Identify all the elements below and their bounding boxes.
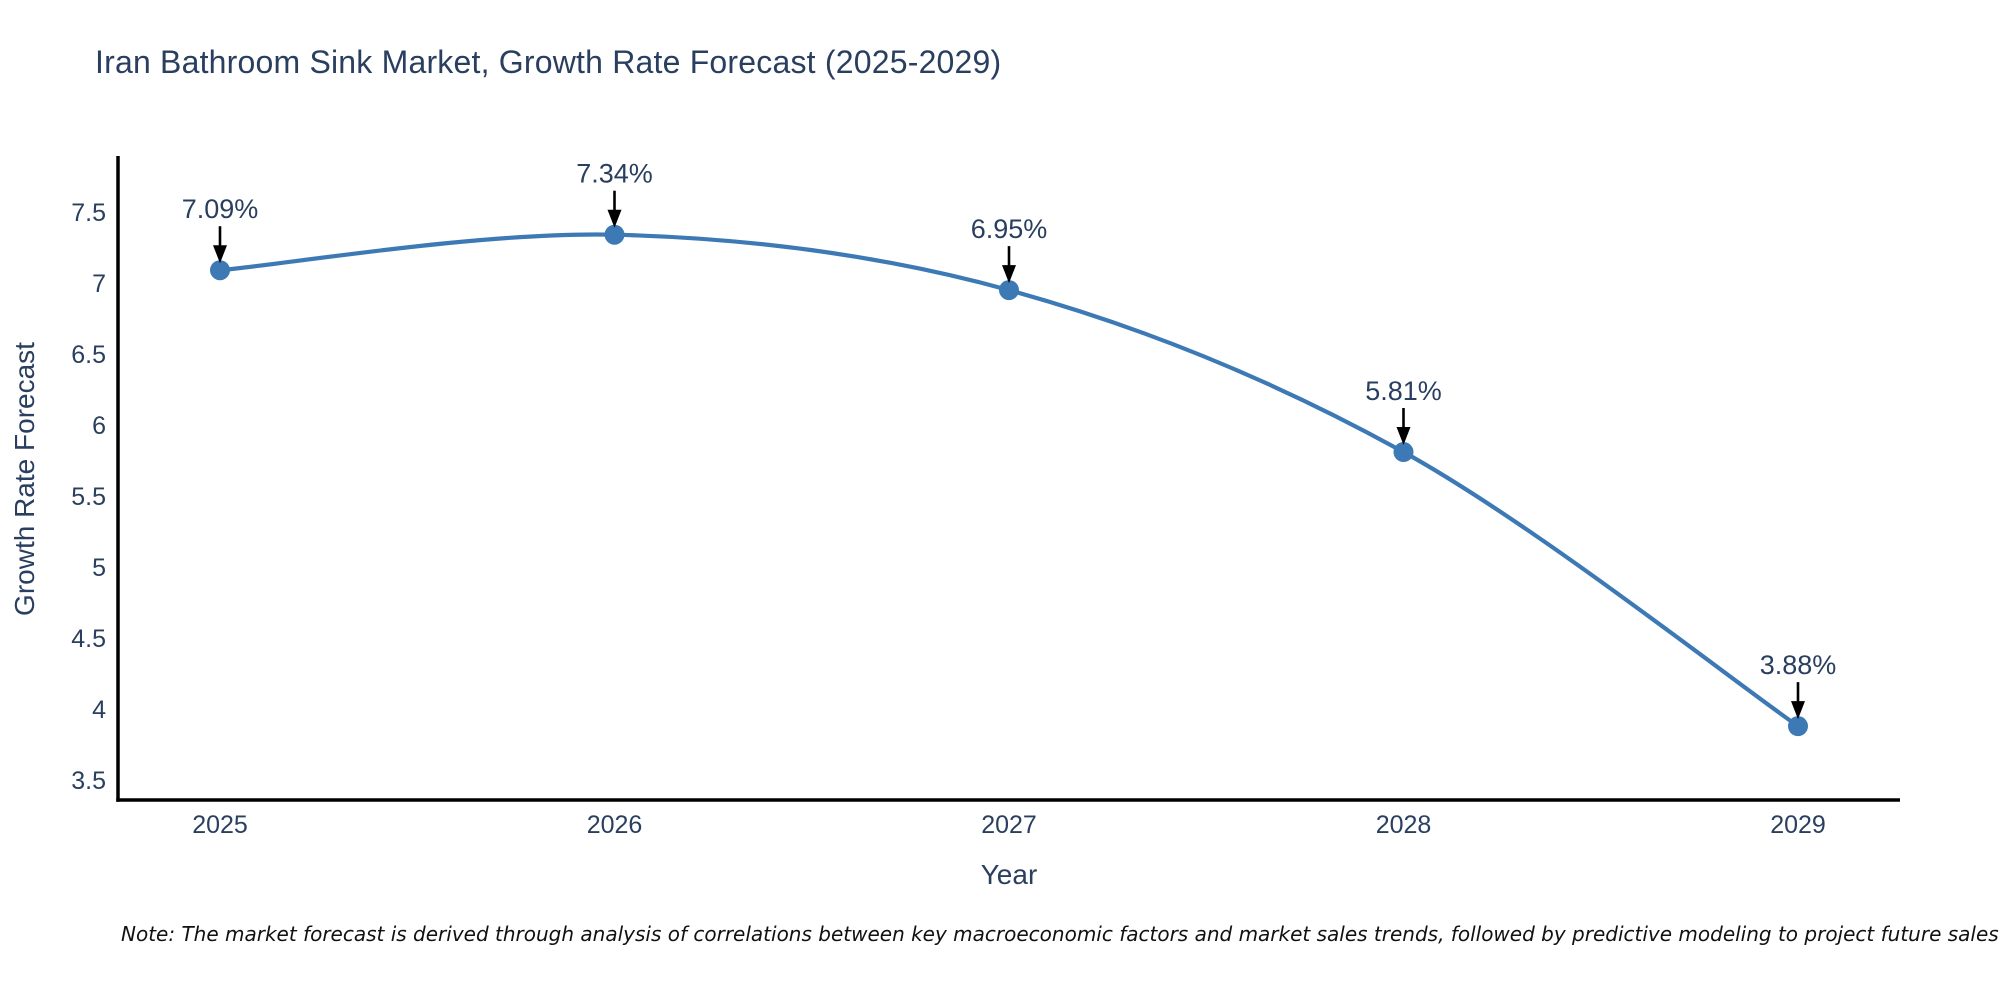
annotation-arrowhead-2028 bbox=[1396, 427, 1411, 446]
annotation-arrowhead-2026 bbox=[607, 209, 622, 228]
data-point-2025[interactable] bbox=[210, 260, 230, 281]
x-tick-label: 2026 bbox=[587, 811, 643, 839]
y-tick-label: 5 bbox=[92, 554, 106, 582]
y-tick-label: 4 bbox=[92, 696, 106, 724]
annotation-label-2026: 7.34% bbox=[576, 159, 653, 189]
annotation-label-2029: 3.88% bbox=[1760, 650, 1837, 680]
annotation-arrowhead-2029 bbox=[1791, 701, 1805, 720]
trend-line bbox=[217, 232, 1801, 729]
data-point-2029[interactable] bbox=[1788, 716, 1808, 737]
x-axis-title: Year bbox=[981, 859, 1038, 890]
annotation-label-2025: 7.09% bbox=[182, 194, 259, 224]
data-point-2028[interactable] bbox=[1393, 442, 1414, 463]
annotation-label-2028: 5.81% bbox=[1365, 376, 1442, 406]
annotation-arrowhead-2025 bbox=[213, 245, 227, 264]
x-tick-label: 2025 bbox=[192, 811, 248, 839]
y-tick-label: 4.5 bbox=[71, 625, 106, 653]
annotation-label-2027: 6.95% bbox=[971, 214, 1048, 244]
x-tick-label: 2028 bbox=[1376, 811, 1432, 839]
y-tick-label: 3.5 bbox=[71, 767, 106, 795]
y-tick-label: 7 bbox=[92, 270, 106, 298]
y-axis-title: Growth Rate Forecast bbox=[9, 342, 40, 616]
y-tick-label: 6 bbox=[92, 412, 106, 440]
x-tick-label: 2029 bbox=[1770, 811, 1826, 839]
chart-title: Iran Bathroom Sink Market, Growth Rate F… bbox=[95, 44, 1002, 80]
y-tick-label: 5.5 bbox=[71, 483, 106, 511]
footnote: Note: The market forecast is derived thr… bbox=[121, 922, 1999, 946]
y-tick-label: 6.5 bbox=[71, 341, 106, 369]
x-tick-label: 2027 bbox=[981, 811, 1037, 839]
data-point-2027[interactable] bbox=[999, 280, 1019, 301]
y-tick-label: 7.5 bbox=[71, 199, 106, 227]
data-point-2026[interactable] bbox=[604, 224, 625, 245]
annotation-arrowhead-2027 bbox=[1002, 265, 1016, 284]
